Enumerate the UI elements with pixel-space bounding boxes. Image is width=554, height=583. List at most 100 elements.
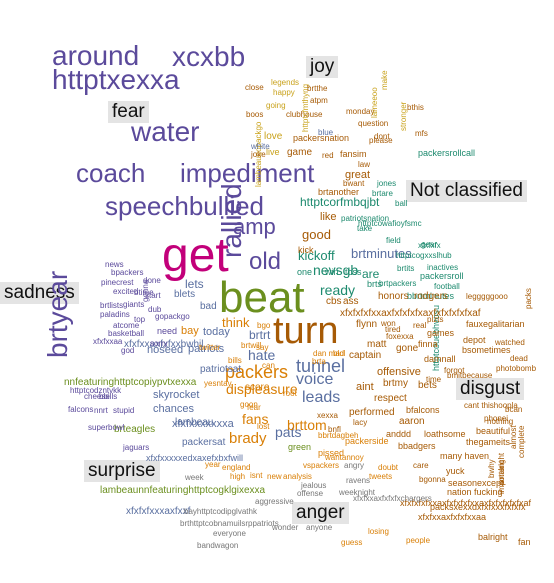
word-xcxbb: xcxbb — [172, 41, 246, 72]
word-brta: brta — [312, 357, 326, 366]
word-captain: captain — [349, 350, 382, 361]
word-patriotsnation: patriotsnation — [341, 214, 390, 223]
word-chances: chances — [153, 403, 194, 415]
word-goon: goon — [240, 400, 258, 409]
word-performed: performed — [349, 407, 395, 418]
word-pissed: pissed — [318, 448, 345, 458]
label-anger: anger — [292, 502, 349, 524]
word-forgot: forgot — [444, 366, 465, 375]
word-kick: kick — [298, 245, 314, 255]
word-xfxfxfx: xfxfxfx — [418, 241, 441, 250]
word-doubt: doubt — [378, 463, 399, 472]
word-bills: bills — [228, 356, 242, 365]
word-games: games — [427, 328, 455, 338]
word-xfxfxxxxxedxaxefxbxfwill: xfxfxxxxxedxaxefxbxfwill — [146, 453, 244, 463]
word-loathsome: loathsome — [424, 429, 466, 439]
word-brtmy: brtmy — [383, 378, 408, 389]
word-falcons: falcons — [68, 405, 94, 414]
word-angry: angry — [344, 461, 365, 470]
word-please: please — [369, 136, 393, 145]
word-xfxfxxxxxxxa: xfxfxxxxxxxa — [172, 418, 234, 430]
word-balright: balright — [478, 532, 508, 542]
word-close: close — [245, 83, 264, 92]
word-bandwagon: bandwagon — [197, 541, 239, 550]
word-pats: pats — [275, 424, 302, 440]
word-bnfl: bnfl — [328, 425, 341, 434]
word-say: say — [256, 343, 269, 352]
word-law: law — [358, 160, 371, 169]
word-beautiful: beautiful — [476, 426, 511, 436]
word-yesntav: yesntav — [204, 379, 232, 388]
word-httptcodzntvkk: httptcodzntvkk — [70, 386, 122, 395]
word-joke: joke — [251, 150, 266, 159]
word-game: game — [287, 147, 313, 158]
word-bbills: bbills — [99, 392, 118, 401]
word-atpm: atpm — [310, 96, 328, 105]
word-thegameits: thegameits — [466, 437, 511, 447]
word-xfxfxxaxfxfxfxxaa: xfxfxxaxfxfxfxxaa — [418, 512, 487, 522]
word-lost: lost — [257, 422, 270, 431]
word-xfxfxxaxfxfxfxchargers: xfxfxxaxfxfxfxchargers — [353, 494, 432, 503]
word-brtpackers: brtpackers — [379, 279, 417, 288]
word-packsxexxdxfxfxxxfxfxfx: packsxexxdxfxfxxxfxfxfx — [430, 502, 526, 512]
word-aggressive: aggressive — [255, 497, 294, 506]
word-brtits: brtits — [397, 264, 415, 273]
word-brtminutes: brtminutes — [351, 246, 412, 261]
word-brtare: brtare — [372, 189, 393, 198]
word-offensive: offensive — [377, 366, 421, 378]
word-score: score — [245, 382, 270, 393]
word-fan: fan — [518, 537, 531, 547]
word-inactives: inactives — [427, 263, 459, 272]
word-bsometimes: bsometimes — [462, 345, 511, 355]
word-around: around — [52, 40, 140, 71]
word-bwant: bwant — [343, 179, 365, 188]
word-like: like — [320, 211, 337, 223]
word-xfxfxfxfxxaxfxfxfxfxxaxfxfxfxfxfxaf: xfxfxfxfxxaxfxfxfxfxxaxfxfxfxfxfxaf — [400, 498, 532, 508]
word-cant-thishoopla: cant thishoopla — [464, 401, 518, 410]
word-old: old — [249, 248, 282, 275]
word-today: today — [203, 326, 230, 338]
word-isnt: isnt — [250, 471, 263, 480]
word-xfxfxxaxfxfxxbwhil: xfxfxxaxfxfxxbwhil — [124, 339, 204, 350]
word-real: real — [413, 321, 427, 330]
word-fans: fans — [242, 411, 269, 427]
word-ass: ass — [343, 296, 359, 307]
word-jaguars: jaguars — [123, 443, 150, 452]
word-weeknight: weeknight — [339, 488, 376, 497]
word-packerside: packerside — [345, 436, 389, 446]
word-offense: offense — [297, 489, 324, 498]
word-httptxexxa: httptxexxa — [52, 64, 180, 95]
word-start: start — [145, 291, 161, 300]
word-brtwill: brtwill — [241, 341, 262, 350]
word-complete: complete — [517, 425, 526, 459]
word-damnall: damnall — [424, 354, 456, 364]
word-coach: coach — [76, 158, 146, 188]
word-yuck: yuck — [446, 466, 465, 476]
word-bgo: bgo — [257, 321, 271, 330]
word-patriots: patriots — [188, 343, 225, 355]
word-take: take — [357, 224, 373, 233]
word-lets: lets — [185, 277, 204, 291]
word-brady: brady — [229, 430, 267, 447]
word-tired: tired — [385, 325, 401, 334]
label-disgust: disgust — [456, 378, 525, 400]
word-root: root — [283, 389, 297, 398]
word-wantannoy: wantannoy — [325, 453, 364, 462]
word-amp: amp — [233, 214, 276, 239]
word-lameeoo: lameeoo — [370, 87, 379, 118]
word-cbs: cbs — [326, 296, 342, 307]
label-surprise: surprise — [84, 460, 160, 482]
word-legends: legends — [271, 78, 300, 87]
word-brtalright: brtalright — [497, 452, 506, 484]
word-brtlists: brtlists — [100, 301, 124, 310]
word-fansim: fansim — [340, 149, 367, 159]
word-good: good — [302, 227, 331, 242]
word-ball: ball — [395, 199, 408, 208]
word-brtthe: brtthe — [307, 84, 328, 93]
word-bmitbecause: bmitbecause — [447, 371, 493, 380]
word-excited: excited — [113, 287, 139, 296]
word-blue: blue — [318, 128, 334, 137]
word-top: top — [134, 315, 146, 324]
word-win: win — [325, 267, 339, 277]
